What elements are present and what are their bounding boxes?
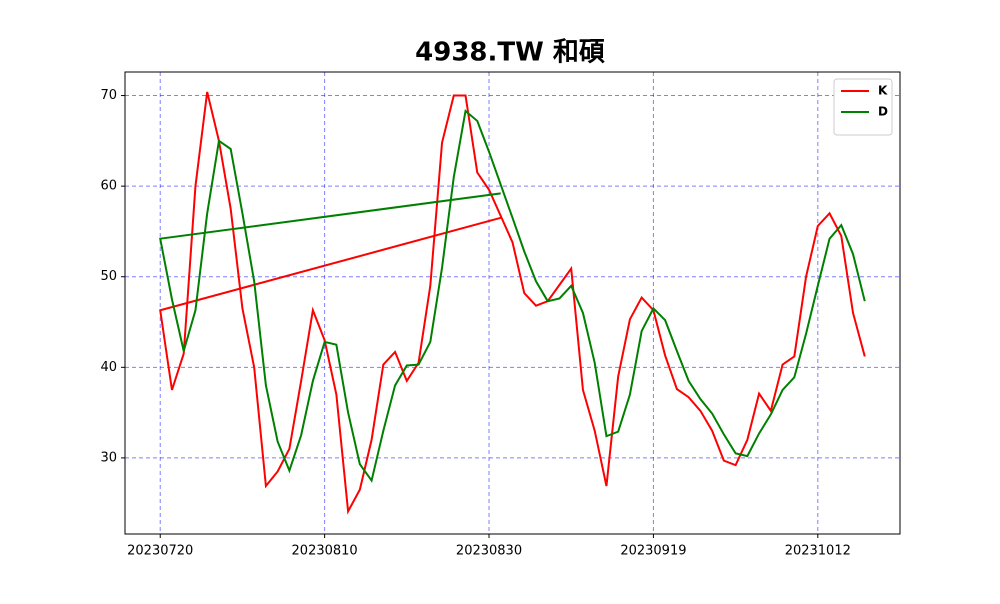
chart-title: 4938.TW 和碩 bbox=[415, 38, 605, 68]
y-tick-label: 50 bbox=[100, 269, 117, 284]
x-tick-label: 20230810 bbox=[292, 544, 358, 559]
legend: KD bbox=[833, 78, 893, 136]
y-tick-label: 40 bbox=[100, 360, 117, 375]
y-tick-label: 60 bbox=[100, 179, 117, 194]
legend-box bbox=[833, 78, 893, 136]
plot-frame bbox=[124, 71, 901, 535]
y-tick-label: 70 bbox=[100, 88, 117, 103]
series-line bbox=[159, 109, 866, 483]
x-tick-label: 20230720 bbox=[127, 544, 193, 559]
legend-label: K bbox=[878, 84, 888, 98]
x-tick-label: 20231012 bbox=[785, 544, 851, 559]
x-tick-label: 20230919 bbox=[620, 544, 686, 559]
legend-label: D bbox=[878, 105, 888, 119]
series-line bbox=[159, 91, 866, 515]
y-tick-label: 30 bbox=[100, 450, 117, 465]
x-tick-label: 20230830 bbox=[456, 544, 522, 559]
